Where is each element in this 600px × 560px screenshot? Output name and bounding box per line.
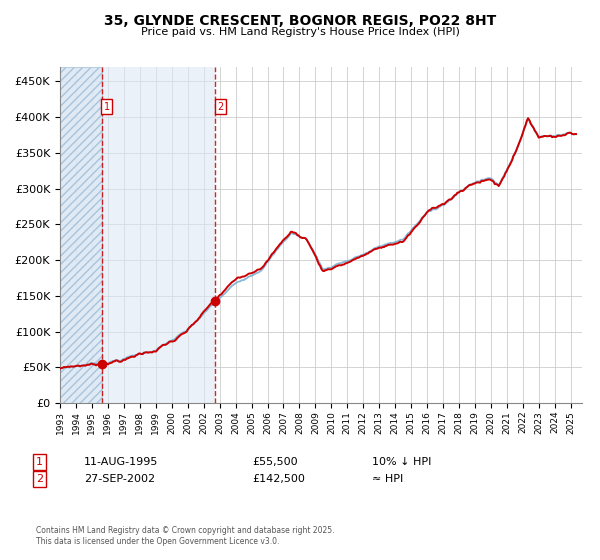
Text: 2: 2: [36, 474, 43, 484]
Bar: [60, 67, 101, 403]
Bar: [60, 67, 101, 403]
Text: £55,500: £55,500: [252, 457, 298, 467]
Text: 27-SEP-2002: 27-SEP-2002: [84, 474, 155, 484]
Text: 35, GLYNDE CRESCENT, BOGNOR REGIS, PO22 8HT: 35, GLYNDE CRESCENT, BOGNOR REGIS, PO22 …: [104, 14, 496, 28]
Text: 11-AUG-1995: 11-AUG-1995: [84, 457, 158, 467]
Bar: [101, 67, 215, 403]
Text: ≈ HPI: ≈ HPI: [372, 474, 403, 484]
Text: 2: 2: [217, 101, 224, 111]
Text: £142,500: £142,500: [252, 474, 305, 484]
Text: 10% ↓ HPI: 10% ↓ HPI: [372, 457, 431, 467]
Text: 1: 1: [104, 101, 110, 111]
Text: 1: 1: [36, 457, 43, 467]
Text: Contains HM Land Registry data © Crown copyright and database right 2025.
This d: Contains HM Land Registry data © Crown c…: [36, 526, 335, 546]
Text: Price paid vs. HM Land Registry's House Price Index (HPI): Price paid vs. HM Land Registry's House …: [140, 27, 460, 37]
